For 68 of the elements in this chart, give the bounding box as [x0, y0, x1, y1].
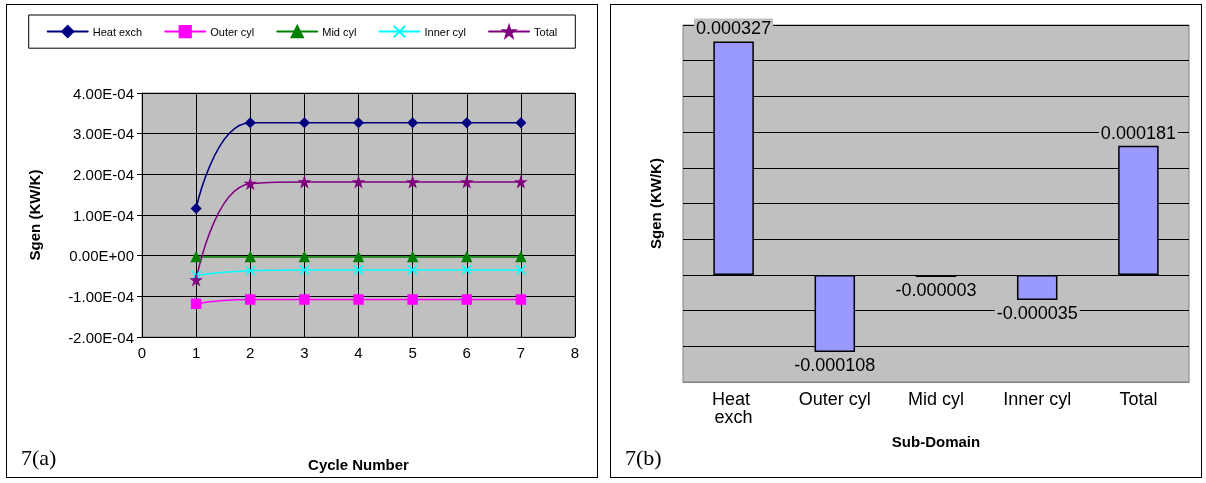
x-tick-label: Inner cyl [1003, 389, 1072, 409]
data-label: 0.000327 [696, 18, 772, 39]
data-label: -0.000108 [794, 355, 876, 376]
point [353, 264, 364, 276]
x-axis-title: Sub-Domain [891, 433, 981, 450]
y-axis-title: Sgen (KW/K) [647, 158, 664, 249]
x-axis-title: Cycle Number [308, 456, 410, 473]
point [515, 176, 527, 188]
point [461, 264, 472, 276]
point [190, 298, 202, 309]
point [407, 251, 418, 263]
y-tick-label: 2.00E-04 [73, 165, 134, 183]
point [407, 264, 418, 276]
point [515, 117, 527, 128]
x-tick-label: Total [1119, 389, 1158, 409]
point [299, 117, 310, 128]
point [299, 264, 310, 276]
y-tick-label: 1.00E-04 [73, 206, 134, 224]
point [245, 251, 256, 263]
point [299, 294, 310, 305]
legend-label: Total [534, 25, 558, 38]
y-tick-label: -2.00E-04 [68, 328, 134, 346]
x-tick-label: 1 [191, 344, 201, 361]
point [190, 203, 202, 214]
point [245, 117, 256, 128]
point [407, 117, 418, 128]
point [245, 265, 256, 276]
x-tick-label: 6 [462, 344, 471, 361]
point [353, 117, 364, 128]
point [245, 294, 256, 305]
text: 7(a) [21, 445, 57, 471]
y-tick-label: 0.00E+00 [69, 247, 134, 265]
point [353, 251, 364, 263]
data-label: -0.000003 [895, 280, 977, 301]
y-tick-label: 4.00E-04 [73, 84, 134, 102]
y-axis-title: Sgen (KW/K) [26, 169, 43, 261]
point [461, 251, 472, 263]
x-tick-label: 8 [570, 344, 580, 361]
legend-label: Outer cyl [210, 25, 255, 38]
point [515, 264, 527, 276]
y-tick-label: -1.00E-04 [68, 287, 134, 305]
point [190, 269, 202, 281]
x-tick-label: Outer cyl [798, 389, 871, 409]
point [299, 251, 310, 263]
x-tick-label: 3 [300, 344, 309, 361]
point [353, 176, 364, 188]
x-tick-label: 2 [246, 344, 255, 361]
legend-label: Inner cyl [424, 25, 467, 38]
data-label: -0.000035 [996, 302, 1078, 323]
point [515, 294, 527, 305]
x-tick-label: 4 [354, 344, 363, 361]
x-tick-label: 5 [408, 344, 417, 361]
point [461, 294, 472, 305]
point [461, 117, 472, 128]
y-tick-label: 3.00E-04 [73, 125, 134, 143]
text: 7(b) [625, 445, 662, 471]
legend-label: Mid cyl [322, 25, 357, 38]
x-tick-label: Mid cyl [907, 389, 965, 409]
x-tick-label: 0 [137, 344, 147, 361]
legend-label: Heat exch [92, 25, 143, 38]
point [190, 251, 202, 263]
point [353, 294, 364, 305]
data-label: 0.000181 [1100, 122, 1176, 143]
x-tick-label: 7 [516, 344, 526, 361]
point [515, 251, 527, 263]
x-tick-label: Heat exch [712, 389, 756, 427]
point [190, 274, 202, 286]
point [407, 294, 418, 305]
